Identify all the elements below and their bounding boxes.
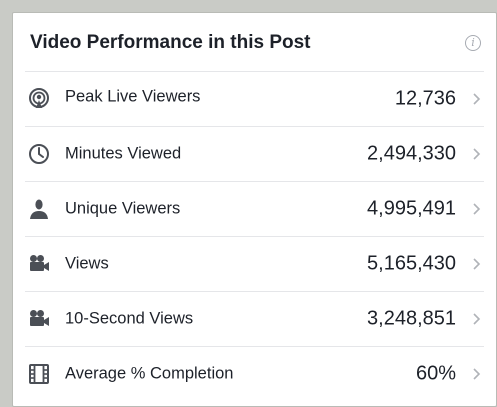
chevron-right-icon	[473, 93, 481, 105]
chevron-right-icon	[473, 258, 481, 270]
metric-value: 2,494,330	[367, 142, 456, 165]
chevron-right-icon	[473, 313, 481, 325]
metric-label: Unique Viewers	[65, 199, 181, 218]
live-broadcast-icon	[29, 88, 49, 108]
metric-value: 12,736	[394, 87, 456, 110]
video-camera-icon	[30, 310, 49, 326]
metric-row-unique-viewers[interactable]: Unique Viewers 4,995,491	[25, 181, 484, 236]
metric-label: Average % Completion	[65, 364, 234, 383]
chevron-right-icon	[473, 203, 481, 215]
metric-row-10-second-views[interactable]: 10-Second Views 3,248,851	[25, 291, 484, 346]
metrics-list: Peak Live Viewers 12,736 Minutes Viewed …	[13, 71, 496, 401]
metric-row-peak-live-viewers[interactable]: Peak Live Viewers 12,736	[25, 71, 484, 126]
metric-label: Minutes Viewed	[65, 144, 182, 163]
video-performance-panel: Video Performance in this Post i Peak Li…	[12, 12, 497, 407]
panel-title: Video Performance in this Post	[30, 32, 311, 53]
metric-value: 5,165,430	[367, 252, 456, 275]
panel-header: Video Performance in this Post i	[13, 13, 496, 71]
person-icon	[30, 199, 48, 219]
metric-value: 60%	[415, 362, 456, 385]
video-camera-icon	[30, 255, 49, 271]
metric-label: 10-Second Views	[65, 309, 194, 328]
metric-label: Views	[65, 254, 109, 273]
metric-value: 4,995,491	[367, 197, 456, 220]
info-icon[interactable]: i	[465, 35, 481, 51]
chevron-right-icon	[473, 148, 481, 160]
metric-row-views[interactable]: Views 5,165,430	[25, 236, 484, 291]
metric-row-average-completion[interactable]: Average % Completion 60%	[25, 346, 484, 401]
metric-value: 3,248,851	[367, 307, 456, 330]
chevron-right-icon	[473, 368, 481, 380]
metric-label: Peak Live Viewers	[65, 87, 201, 106]
metric-row-minutes-viewed[interactable]: Minutes Viewed 2,494,330	[25, 126, 484, 181]
clock-icon	[29, 144, 49, 164]
film-strip-icon	[29, 364, 49, 384]
